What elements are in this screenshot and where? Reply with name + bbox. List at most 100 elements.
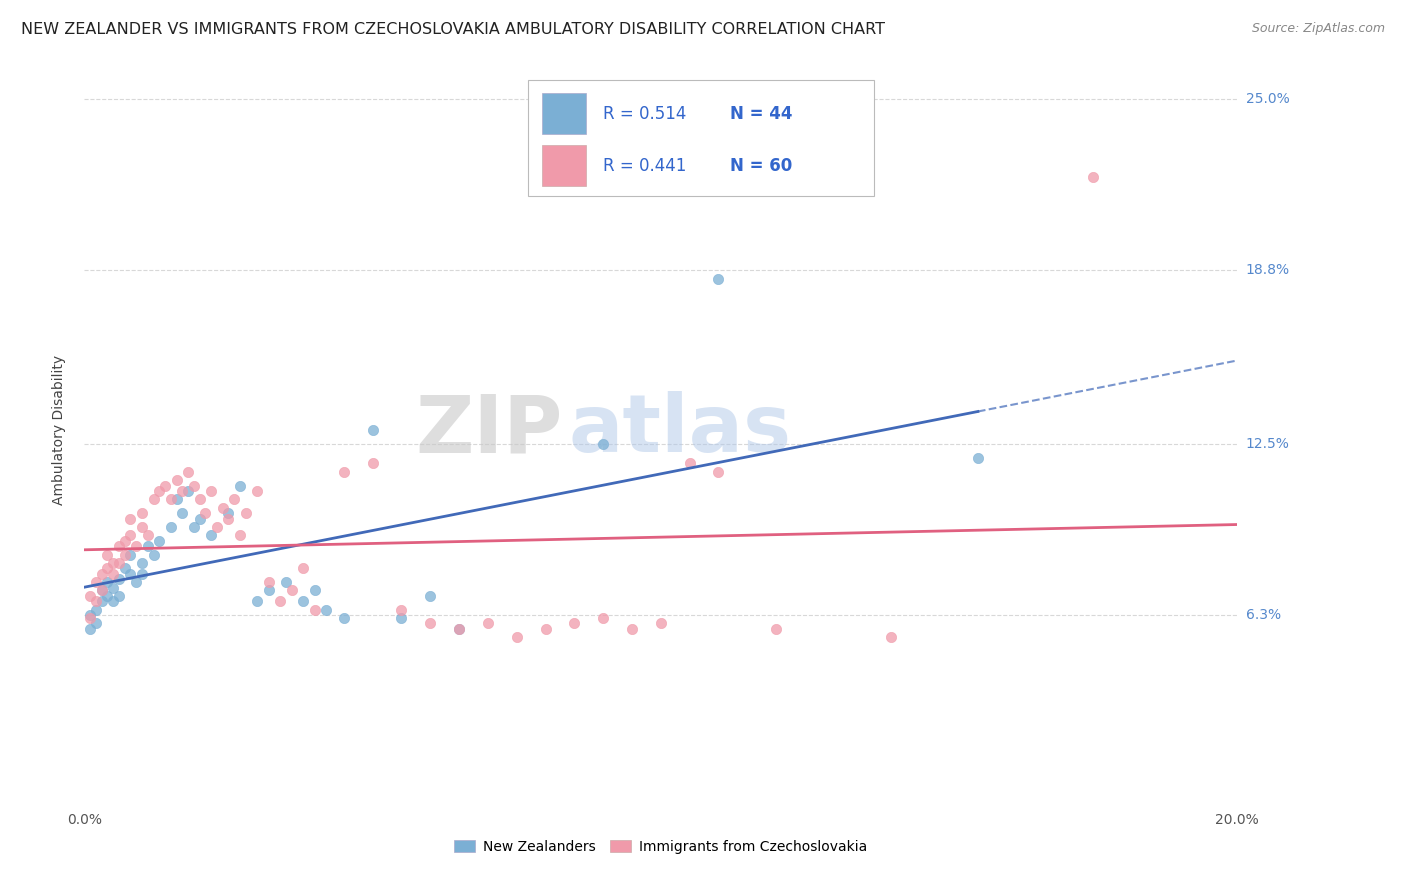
Point (131, 520, 153, 534)
Point (103, 556, 124, 570)
Point (103, 581, 124, 595)
Point (79, 622, 101, 636)
Point (188, 511, 211, 525)
Text: 6.3%: 6.3% (1246, 608, 1281, 623)
Point (564, 616, 586, 631)
Point (269, 594, 291, 608)
Text: R = 0.441: R = 0.441 (603, 157, 686, 175)
Point (235, 506, 257, 520)
Point (361, 424, 384, 438)
Point (218, 511, 240, 525)
Text: atlas: atlas (568, 392, 792, 469)
Point (160, 520, 183, 534)
Point (79, 608, 101, 623)
Point (292, 594, 315, 608)
Point (188, 492, 211, 507)
Point (449, 622, 471, 636)
Point (880, 630, 903, 644)
Point (391, 603, 413, 617)
Text: Source: ZipAtlas.com: Source: ZipAtlas.com (1251, 22, 1385, 36)
Legend: New Zealanders, Immigrants from Czechoslovakia: New Zealanders, Immigrants from Czechosl… (449, 834, 873, 859)
Point (114, 548, 136, 562)
Point (148, 533, 170, 548)
Point (315, 603, 337, 617)
Point (229, 528, 252, 542)
Point (84, 603, 107, 617)
Point (108, 539, 131, 553)
Point (120, 528, 142, 542)
Point (148, 484, 170, 499)
Point (172, 506, 194, 520)
Point (650, 616, 672, 631)
Point (96, 589, 118, 603)
Point (200, 528, 222, 542)
Point (120, 511, 142, 525)
Point (131, 556, 153, 570)
Point (183, 478, 205, 492)
Point (120, 548, 142, 562)
Point (84, 616, 107, 631)
Point (96, 561, 118, 575)
Text: ZIP: ZIP (416, 392, 562, 469)
Point (90, 566, 112, 581)
Point (246, 594, 269, 608)
Point (592, 437, 614, 451)
Point (79, 611, 101, 625)
Point (153, 478, 176, 492)
Point (108, 573, 131, 587)
Point (183, 520, 205, 534)
Point (125, 539, 148, 553)
Point (391, 611, 413, 625)
Point (304, 583, 326, 598)
Point (224, 492, 246, 507)
FancyBboxPatch shape (543, 94, 586, 135)
Point (166, 473, 188, 487)
Point (1083, 169, 1105, 184)
FancyBboxPatch shape (529, 80, 875, 195)
Point (534, 622, 557, 636)
Point (90, 594, 112, 608)
Point (136, 528, 159, 542)
Point (79, 589, 101, 603)
Point (205, 520, 228, 534)
Point (114, 533, 136, 548)
Point (592, 611, 614, 625)
Point (96, 575, 118, 590)
Point (177, 465, 200, 479)
Point (103, 566, 124, 581)
Point (276, 575, 298, 590)
Point (211, 500, 233, 515)
Point (304, 603, 326, 617)
Point (90, 583, 112, 598)
Point (621, 622, 644, 636)
Text: NEW ZEALANDER VS IMMIGRANTS FROM CZECHOSLOVAKIA AMBULATORY DISABILITY CORRELATIO: NEW ZEALANDER VS IMMIGRANTS FROM CZECHOS… (21, 22, 886, 37)
Point (200, 484, 222, 499)
Text: R = 0.514: R = 0.514 (603, 105, 686, 123)
Point (142, 548, 165, 562)
Y-axis label: Ambulatory Disability: Ambulatory Disability (52, 355, 66, 506)
Point (229, 478, 252, 492)
Point (419, 616, 441, 631)
FancyBboxPatch shape (543, 145, 586, 186)
Point (84, 594, 107, 608)
Point (246, 484, 269, 499)
Point (506, 630, 529, 644)
Point (257, 583, 280, 598)
Point (218, 506, 240, 520)
Point (131, 566, 153, 581)
Point (84, 575, 107, 590)
Text: 25.0%: 25.0% (1246, 93, 1289, 106)
Point (172, 484, 194, 499)
Point (707, 465, 730, 479)
Point (679, 457, 702, 471)
Point (281, 583, 304, 598)
Point (166, 492, 188, 507)
Point (131, 506, 153, 520)
Point (114, 561, 136, 575)
Point (108, 556, 131, 570)
Point (125, 575, 148, 590)
Point (96, 548, 118, 562)
Text: N = 44: N = 44 (730, 105, 793, 123)
Text: 12.5%: 12.5% (1246, 437, 1289, 451)
Point (361, 457, 384, 471)
